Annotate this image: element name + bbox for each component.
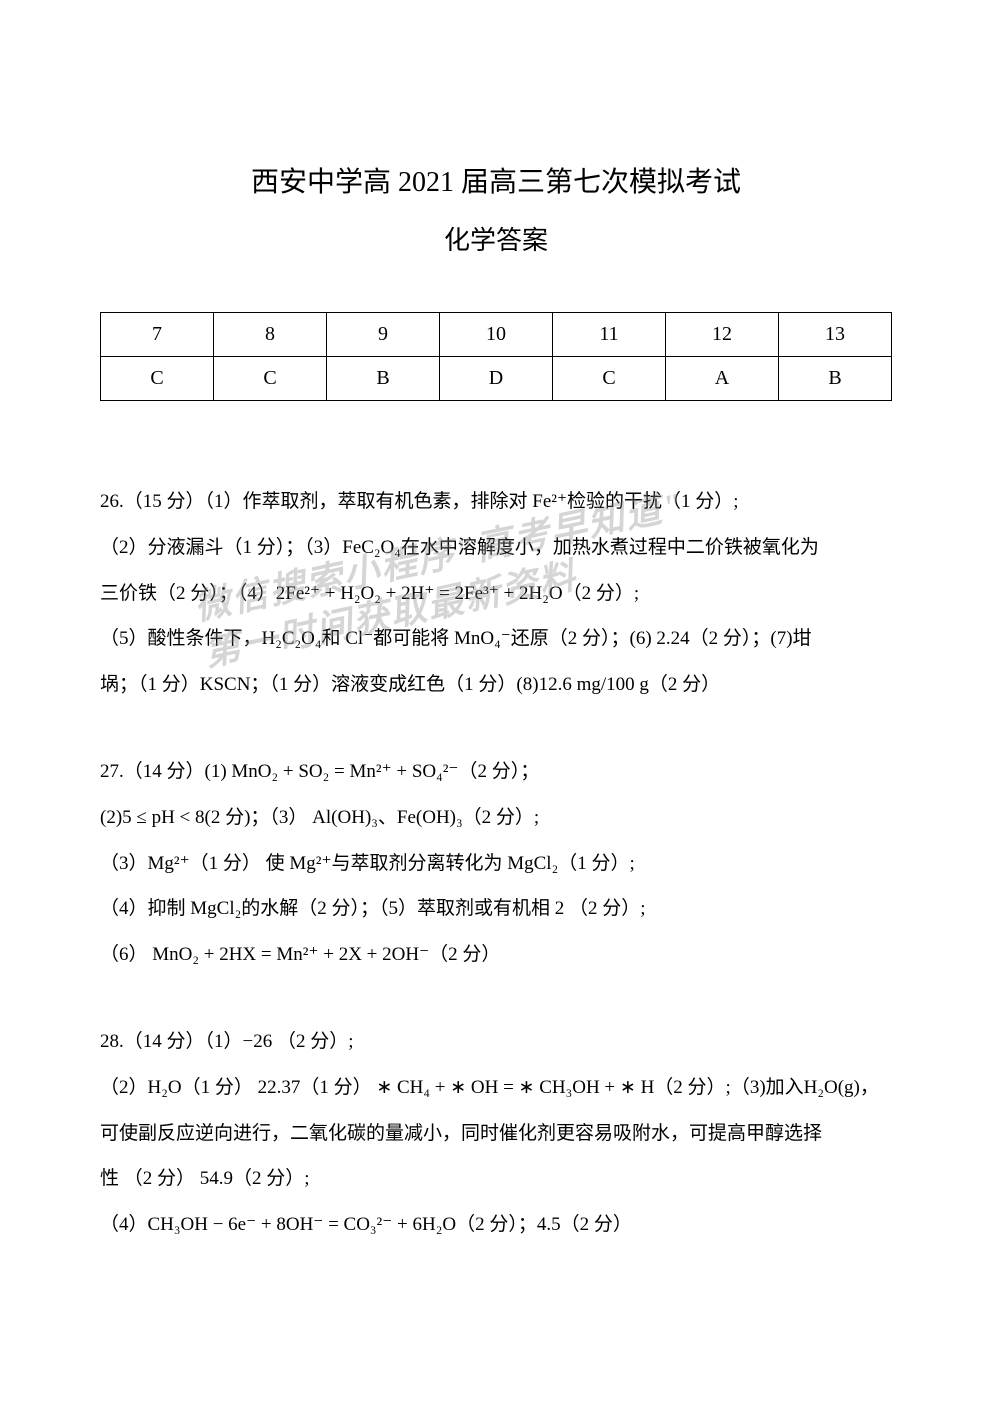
table-cell: C bbox=[553, 357, 666, 401]
answer-text: 性 （2 分） 54.9（2 分）; bbox=[100, 1158, 892, 1200]
answer-text: （2）H₂O（1 分） 22.37（1 分） ∗ CH₄ + ∗ OH = ∗ … bbox=[100, 1067, 892, 1109]
answer-text: 27.（14 分）(1) MnO₂ + SO₂ = Mn²⁺ + SO₄²⁻（2… bbox=[100, 751, 892, 793]
table-cell: 7 bbox=[101, 313, 214, 357]
answer-text: （4）CH₃OH − 6e⁻ + 8OH⁻ = CO₃²⁻ + 6H₂O（2 分… bbox=[100, 1204, 892, 1246]
answer-text: （3）Mg²⁺（1 分） 使 Mg²⁺与萃取剂分离转化为 MgCl₂（1 分）; bbox=[100, 843, 892, 885]
table-cell: 12 bbox=[666, 313, 779, 357]
answer-text: 28.（14 分）（1）−26 （2 分）; bbox=[100, 1021, 892, 1063]
answer-text: （4）抑制 MgCl₂的水解（2 分）；（5）萃取剂或有机相 2 （2 分）; bbox=[100, 888, 892, 930]
answer-text: （6） MnO₂ + 2HX = Mn²⁺ + 2X + 2OH⁻（2 分） bbox=[100, 934, 892, 976]
table-cell: 13 bbox=[779, 313, 892, 357]
table-cell: B bbox=[779, 357, 892, 401]
table-cell: D bbox=[440, 357, 553, 401]
table-row: C C B D C A B bbox=[101, 357, 892, 401]
question-26: 26.（15 分）（1）作萃取剂，萃取有机色素，排除对 Fe²⁺检验的干扰（1 … bbox=[100, 481, 892, 706]
answer-table: 7 8 9 10 11 12 13 C C B D C A B bbox=[100, 312, 892, 401]
table-cell: 8 bbox=[214, 313, 327, 357]
table-cell: 10 bbox=[440, 313, 553, 357]
document-title: 西安中学高 2021 届高三第七次模拟考试 bbox=[100, 160, 892, 200]
answer-text: 埚；（1 分）KSCN；（1 分）溶液变成红色（1 分）(8)12.6 mg/1… bbox=[100, 664, 892, 706]
document-subtitle: 化学答案 bbox=[100, 220, 892, 257]
table-row: 7 8 9 10 11 12 13 bbox=[101, 313, 892, 357]
answer-text: （2）分液漏斗（1 分）；（3）FeC₂O₄在水中溶解度小，加热水煮过程中二价铁… bbox=[100, 527, 892, 569]
table-cell: B bbox=[327, 357, 440, 401]
question-27: 27.（14 分）(1) MnO₂ + SO₂ = Mn²⁺ + SO₄²⁻（2… bbox=[100, 751, 892, 976]
table-cell: A bbox=[666, 357, 779, 401]
document-page: 西安中学高 2021 届高三第七次模拟考试 化学答案 7 8 9 10 11 1… bbox=[0, 0, 992, 1403]
question-28: 28.（14 分）（1）−26 （2 分）; （2）H₂O（1 分） 22.37… bbox=[100, 1021, 892, 1246]
answer-text: 可使副反应逆向进行，二氧化碳的量减小，同时催化剂更容易吸附水，可提高甲醇选择 bbox=[100, 1113, 892, 1155]
table-cell: C bbox=[214, 357, 327, 401]
table-cell: 9 bbox=[327, 313, 440, 357]
table-cell: C bbox=[101, 357, 214, 401]
answer-text: （5）酸性条件下，H₂C₂O₄和 Cl⁻都可能将 MnO₄⁻还原（2 分）；(6… bbox=[100, 618, 892, 660]
answer-text: 三价铁（2 分）；（4）2Fe²⁺ + H₂O₂ + 2H⁺ = 2Fe³⁺ +… bbox=[100, 573, 892, 615]
answer-text: 26.（15 分）（1）作萃取剂，萃取有机色素，排除对 Fe²⁺检验的干扰（1 … bbox=[100, 481, 892, 523]
table-cell: 11 bbox=[553, 313, 666, 357]
answer-text: (2)5 ≤ pH < 8(2 分)；（3） Al(OH)₃、Fe(OH)₃（2… bbox=[100, 797, 892, 839]
